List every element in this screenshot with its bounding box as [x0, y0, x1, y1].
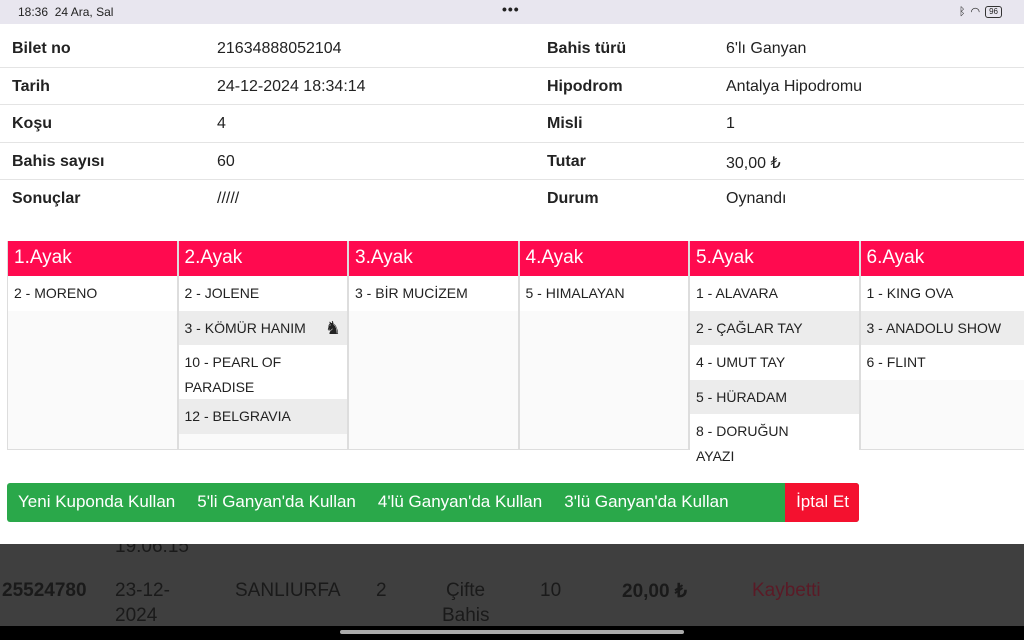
info-value: 60	[217, 152, 235, 170]
horse-name: 5 - HIMALAYAN	[525, 285, 625, 301]
horse-item: 1 - KING OVA	[860, 276, 1024, 311]
battery-icon: 96	[985, 5, 1002, 18]
horse-name: 4 - UMUT TAY	[696, 354, 786, 370]
wifi-icon: ◠	[970, 6, 981, 18]
horse-item: 1 - ALAVARA	[690, 276, 859, 311]
row-track: SANLIURFA	[235, 580, 341, 601]
leg-column: 1.Ayak 2 - MORENO	[7, 241, 178, 450]
horse-name: 3 - BİR MUCİZEM	[355, 285, 468, 301]
info-label: Sonuçlar	[12, 190, 81, 208]
horse-name: 3 - ANADOLU SHOW	[866, 319, 1002, 336]
horse-name: 2 - MORENO	[14, 285, 98, 301]
leg-column: 5.Ayak 1 - ALAVARA 2 - ÇAĞLAR TAY 4 - UMUT …	[689, 241, 860, 468]
bluetooth-icon: ᛒ	[958, 5, 966, 18]
horse-name: 6 - FLINT	[866, 354, 926, 370]
use-5li-ganyan-button[interactable]: 5'li Ganyan'da Kullan	[197, 492, 356, 511]
row-type: Çifte	[446, 580, 486, 601]
row-status: Kaybetti	[752, 580, 821, 601]
horse-name: 1 - KING OVA	[866, 285, 954, 301]
info-label: Tutar	[547, 152, 586, 170]
horse-name: 3 - KÖMÜR HANIM	[184, 319, 306, 336]
horse-item: 2 - MORENO	[8, 276, 177, 311]
horse-name: 8 - DORUĞUN AYAZI	[696, 423, 789, 464]
navigation-bar	[0, 626, 1024, 640]
info-row: Koşu 4 Misli 1	[0, 105, 1024, 143]
use-4lu-ganyan-button[interactable]: 4'lü Ganyan'da Kullan	[377, 492, 543, 511]
info-label: Bilet no	[12, 40, 71, 57]
info-value: 1	[726, 115, 735, 133]
horse-item: 3 - BİR MUCİZEM	[349, 276, 518, 311]
leg-header: 3.Ayak	[349, 241, 518, 276]
status-bar: 18:36 24 Ara, Sal ••• ᛒ ◠ 96	[0, 0, 1024, 24]
horse-name: 2 - JOLENE	[184, 285, 260, 301]
info-label: Hipodrom	[547, 77, 623, 95]
row-race: 2	[376, 580, 387, 601]
status-time: 18:36 24 Ara, Sal	[18, 5, 114, 19]
use-3lu-ganyan-button[interactable]: 3'lü Ganyan'da Kullan	[564, 492, 729, 511]
horse-name: 5 - HÜRADAM	[696, 388, 788, 405]
horse-item: 12 - BELGRAVIA	[178, 399, 347, 434]
leg-header: 5.Ayak	[690, 241, 859, 276]
action-bar: Yeni Kuponda Kullan 5'li Ganyan'da Kulla…	[7, 483, 859, 522]
horse-name: 10 - PEARL OF PARADISE	[184, 354, 282, 395]
leg-header: 6.Ayak	[860, 241, 1024, 276]
row-id: 25524780	[2, 580, 87, 601]
horse-name: 12 - BELGRAVIA	[184, 408, 291, 424]
horse-item: 5 - HIMALAYAN	[519, 276, 688, 311]
row-type-2: Bahis	[442, 605, 490, 626]
info-value: 24-12-2024 18:34:14	[217, 77, 366, 95]
horse-name: 1 - ALAVARA	[696, 285, 778, 301]
info-row: Tarih 24-12-2024 18:34:14 Hipodrom Antalya …	[0, 68, 1024, 106]
horse-name: 2 - ÇAĞLAR TAY	[696, 319, 803, 336]
info-label: Koşu	[12, 115, 52, 133]
leg-column: 2.Ayak 2 - JOLENE 3 - KÖMÜR HANIM ♞ 10 - PEA…	[177, 241, 348, 450]
cancel-button[interactable]: İptal Et	[785, 483, 859, 522]
info-label: Tarih	[12, 77, 50, 95]
legs-table: 1.Ayak 2 - MORENO 2.Ayak 2 - JOLENE 3 - KÖMÜ…	[7, 241, 1024, 468]
horse-item: 2 - ÇAĞLAR TAY	[690, 310, 859, 345]
info-value: Antalya Hipodromu	[726, 77, 863, 95]
info-value: 21634888052104	[217, 40, 342, 57]
row-year: 2024	[115, 605, 158, 626]
info-label: Misli	[547, 115, 583, 133]
row-date: 23-12-	[115, 580, 170, 601]
info-value: Oynandı	[726, 190, 787, 208]
leg-column: 3.Ayak 3 - BİR MUCİZEM	[348, 241, 519, 450]
info-row: Bahis sayısı 60 Tutar 30,00 ₺	[0, 143, 1024, 181]
leg-header: 4.Ayak	[519, 241, 688, 276]
info-label: Bahis sayısı	[12, 152, 105, 170]
horse-head-icon: ♞	[324, 317, 341, 338]
info-value: 4	[217, 115, 226, 133]
horse-item: 8 - DORUĞUN AYAZI	[690, 414, 859, 468]
info-label: Bahis türü	[547, 40, 627, 57]
row-count: 10	[540, 580, 562, 601]
info-row: Bilet no 21634888052104 Bahis türü 6'lı Gan…	[0, 30, 1024, 68]
horse-item: 10 - PEARL OF PARADISE	[178, 345, 347, 399]
horse-item: 6 - FLINT	[860, 345, 1024, 380]
prev-time: 19:06:15	[115, 544, 189, 557]
leg-header: 1.Ayak	[8, 241, 177, 276]
info-value: 6'lı Ganyan	[726, 40, 807, 57]
ticket-info-table: Bilet no 21634888052104 Bahis türü 6'lı Gan…	[0, 30, 1024, 218]
info-value: /////	[217, 190, 240, 208]
use-new-coupon-button[interactable]: Yeni Kuponda Kullan	[18, 492, 176, 511]
info-value: 30,00 ₺	[726, 154, 781, 172]
horse-item: 3 - ANADOLU SHOW	[860, 310, 1024, 345]
info-label: Durum	[547, 190, 599, 208]
horse-item: 5 - HÜRADAM	[690, 379, 859, 414]
leg-column: 6.Ayak 1 - KING OVA 3 - ANADOLU SHOW 6 - FL…	[859, 241, 1024, 450]
info-row: Sonuçlar ///// Durum Oynandı	[0, 180, 1024, 218]
horse-item: 3 - KÖMÜR HANIM ♞	[178, 310, 347, 345]
background-ticket-list: 19:06:15 25524780 23-12- 2024 SANLIURFA …	[0, 544, 1024, 626]
leg-header: 2.Ayak	[178, 241, 347, 276]
horse-item: 2 - JOLENE	[178, 276, 347, 311]
home-handle[interactable]	[340, 630, 684, 634]
horse-item: 4 - UMUT TAY	[690, 345, 859, 380]
more-dots-icon[interactable]: •••	[502, 1, 520, 17]
row-amount: 20,00 ₺	[622, 581, 687, 602]
leg-column: 4.Ayak 5 - HIMALAYAN	[518, 241, 689, 450]
